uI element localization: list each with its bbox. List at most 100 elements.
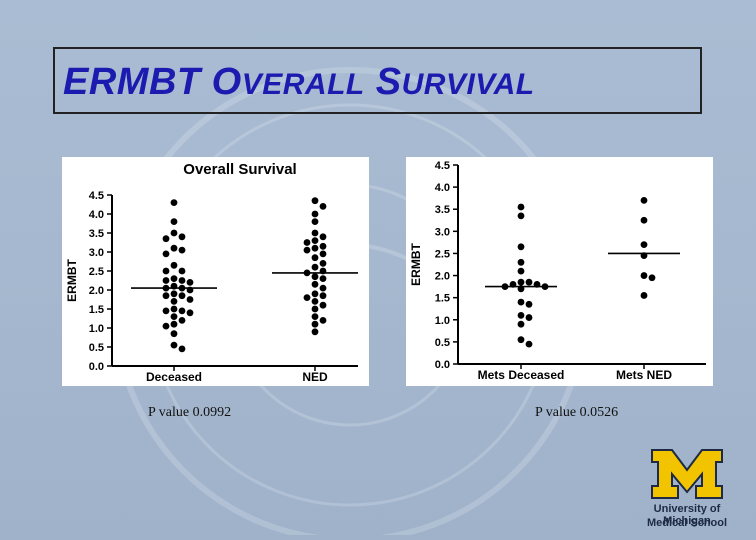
y-tick-label: 4.0 xyxy=(435,182,450,194)
y-axis-label: ERMBT xyxy=(409,243,423,286)
data-point xyxy=(178,317,186,324)
data-point xyxy=(311,218,319,225)
data-point xyxy=(311,280,319,288)
x-tick-label: NED xyxy=(302,370,328,384)
data-point xyxy=(319,317,327,324)
pvalue-right: P value 0.0526 xyxy=(535,405,619,420)
data-point xyxy=(311,244,319,252)
data-point xyxy=(311,305,319,313)
y-tick-label: 1.0 xyxy=(89,323,104,335)
data-point xyxy=(311,263,319,271)
data-point xyxy=(319,284,327,292)
y-tick-label: 0.0 xyxy=(435,359,450,371)
data-point xyxy=(303,239,311,246)
data-point xyxy=(170,341,178,349)
data-point xyxy=(311,210,319,218)
data-point xyxy=(170,313,178,320)
data-point xyxy=(170,305,178,313)
chart-title: Overall Survival xyxy=(183,161,296,178)
y-tick-label: 2.5 xyxy=(435,248,450,260)
data-point xyxy=(517,203,525,211)
data-point xyxy=(178,277,186,284)
data-point xyxy=(525,300,533,308)
data-point xyxy=(170,298,178,305)
data-point xyxy=(319,301,327,309)
mets-survival-chart-panel: 0.0 0.5 1.0 1.5 2.0 2.5 3.0 3.5 4.0 4.5 ERMBT Mets … xyxy=(406,157,713,386)
data-point xyxy=(319,250,327,258)
data-point xyxy=(162,235,170,243)
title-box: ERMBT OVERALL SURVIVAL xyxy=(53,47,702,114)
data-point xyxy=(517,267,525,275)
data-point xyxy=(170,275,178,282)
y-tick-label: 3.5 xyxy=(435,204,450,216)
data-point xyxy=(178,345,186,353)
y-tick-label: 0.5 xyxy=(435,337,450,349)
y-tick-label: 4.5 xyxy=(435,160,450,172)
data-point xyxy=(311,328,319,336)
data-point xyxy=(303,294,311,301)
y-tick-label: 0.5 xyxy=(89,342,104,354)
block-m-logo-icon xyxy=(651,449,723,499)
logo-line1: University of Michigan xyxy=(653,503,721,527)
data-point xyxy=(648,274,656,282)
data-point xyxy=(517,298,525,306)
data-point xyxy=(303,246,311,254)
data-point xyxy=(311,298,319,305)
y-tick-label: 2.0 xyxy=(89,285,104,297)
data-point xyxy=(162,267,170,275)
data-point xyxy=(517,212,525,220)
y-tick-label: 4.0 xyxy=(89,209,104,221)
y-tick-label: 2.0 xyxy=(435,271,450,283)
data-point xyxy=(311,237,319,244)
slide-title: ERMBT OVERALL SURVIVAL xyxy=(63,61,535,103)
data-point xyxy=(178,292,186,300)
data-point xyxy=(170,218,178,225)
pvalue-left: P value 0.0992 xyxy=(148,405,232,420)
y-tick-label: 1.5 xyxy=(89,304,104,316)
y-tick-label: 3.0 xyxy=(89,247,104,259)
data-point xyxy=(640,196,648,204)
data-point xyxy=(319,292,327,300)
y-axis-label: ERMBT xyxy=(65,259,79,302)
data-point xyxy=(170,320,178,328)
data-point xyxy=(319,242,327,250)
data-point xyxy=(170,229,178,237)
data-point xyxy=(186,309,194,317)
data-point xyxy=(311,313,319,320)
overall-survival-chart-panel: 0.0 0.5 1.0 1.5 2.0 2.5 3.0 3.5 4.0 4.5 ERMBT Overa… xyxy=(62,157,369,386)
logo-line2: Medical School xyxy=(646,517,728,529)
data-point xyxy=(170,199,178,206)
y-tick-label: 4.5 xyxy=(89,190,104,202)
y-tick-label: 3.0 xyxy=(435,226,450,238)
data-point xyxy=(517,320,525,328)
data-point xyxy=(319,203,327,210)
data-point xyxy=(186,296,194,303)
data-point xyxy=(162,277,170,284)
data-point xyxy=(178,233,186,241)
data-point xyxy=(319,275,327,282)
y-tick-label: 1.5 xyxy=(435,293,450,305)
data-point xyxy=(319,233,327,241)
university-logo: University of Michigan Medical School xyxy=(630,448,744,534)
data-point xyxy=(178,307,186,315)
x-tick-label: Deceased xyxy=(146,370,202,384)
data-point xyxy=(311,254,319,262)
data-point xyxy=(517,311,525,319)
data-point xyxy=(162,292,170,300)
data-point xyxy=(311,229,319,237)
data-point xyxy=(311,273,319,281)
data-point xyxy=(170,261,178,269)
data-point xyxy=(178,267,186,275)
y-tick-label: 2.5 xyxy=(89,266,104,278)
y-tick-label: 3.5 xyxy=(89,228,104,240)
data-point xyxy=(640,216,648,224)
data-point xyxy=(311,197,319,205)
overall-survival-chart: 0.0 0.5 1.0 1.5 2.0 2.5 3.0 3.5 4.0 4.5 ERMBT Overa… xyxy=(65,161,358,384)
data-point xyxy=(517,243,525,251)
data-point xyxy=(640,272,648,279)
data-point xyxy=(170,244,178,252)
data-point xyxy=(640,241,648,248)
data-point xyxy=(525,314,533,321)
data-point xyxy=(178,246,186,254)
data-point xyxy=(162,250,170,258)
